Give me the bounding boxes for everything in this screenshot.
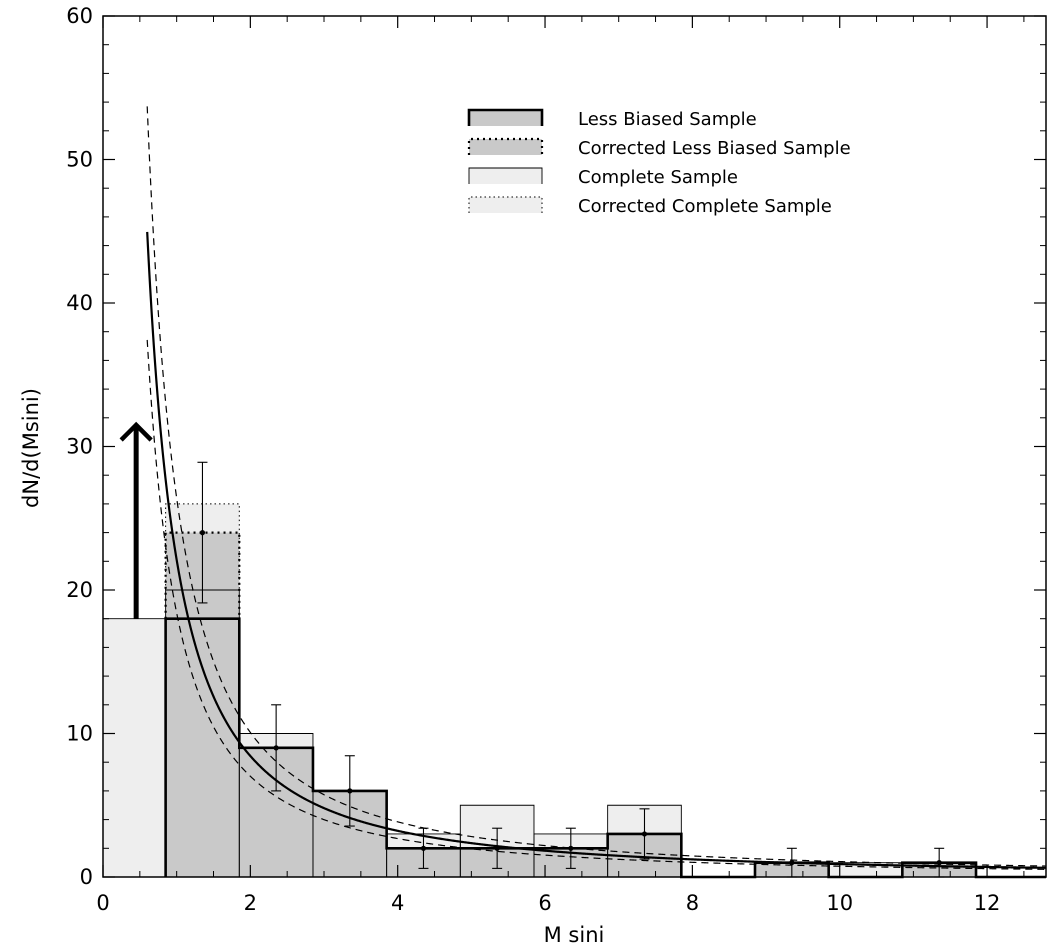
legend: Less Biased Sample Corrected Less Biased …: [467, 108, 851, 217]
fit-curve: [146, 231, 1046, 869]
y-tick-label: 0: [80, 865, 93, 889]
fit-lower-bound-curve: [146, 339, 1046, 870]
legend-swatch-outline: [468, 167, 543, 184]
x-tick-label: 6: [538, 891, 551, 915]
y-tick-label: 50: [66, 148, 93, 172]
x-axis-title: M sini: [544, 923, 605, 945]
legend-swatch: [469, 168, 542, 184]
y-tick-label: 10: [66, 722, 93, 746]
legend-label: Corrected Complete Sample: [578, 196, 832, 217]
legend-swatch-outline: [467, 108, 544, 126]
y-tick-label: 20: [66, 578, 93, 602]
x-tick-label: 8: [686, 891, 699, 915]
y-axis-title: dN/d(Msini): [19, 388, 43, 508]
legend-label: Less Biased Sample: [578, 109, 757, 130]
legend-swatch: [469, 197, 542, 213]
legend-label: Complete Sample: [578, 167, 738, 188]
legend-label: Corrected Less Biased Sample: [578, 138, 851, 159]
data-point: [494, 845, 500, 851]
data-point: [568, 845, 574, 851]
y-tick-label: 60: [66, 4, 93, 28]
x-tick-label: 10: [826, 891, 853, 915]
corrected-less-biased-bar-outline: [164, 531, 241, 619]
data-point: [789, 860, 795, 866]
less-biased-step-outline: [164, 617, 1046, 879]
lower-limit-arrow: [119, 421, 153, 619]
y-tick-label: 40: [66, 291, 93, 315]
data-point: [273, 745, 279, 751]
plot-axes: 0 10 20 30 40 50 60 0 2 4 6 8 10 12: [66, 4, 1047, 915]
complete-bar: [103, 618, 166, 877]
legend-swatch: [469, 110, 542, 126]
legend-swatch-outline: [467, 137, 544, 155]
histogram-fills: [102, 503, 1046, 879]
data-point: [347, 788, 353, 794]
legend-swatch: [469, 139, 542, 155]
x-tick-label: 2: [244, 891, 257, 915]
data-point: [936, 860, 942, 866]
x-tick-label: 0: [96, 891, 109, 915]
data-point: [641, 831, 648, 837]
data-point: [420, 845, 427, 851]
less-biased-bar: [165, 618, 240, 877]
arrow-head: [119, 421, 153, 442]
data-point: [199, 530, 206, 536]
fit-curves: [146, 106, 1046, 870]
x-tick-label: 4: [391, 891, 404, 915]
y-tick-label: 30: [66, 435, 93, 459]
x-tick-label: 12: [974, 891, 1001, 915]
